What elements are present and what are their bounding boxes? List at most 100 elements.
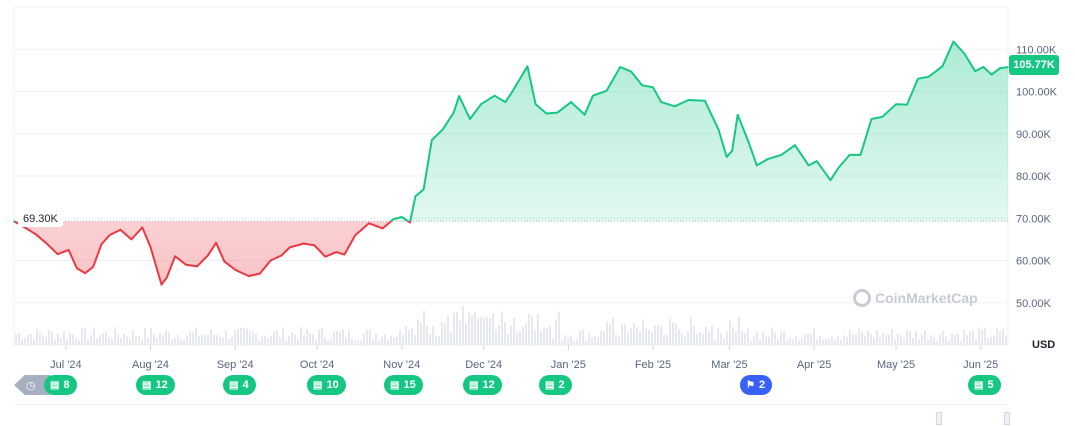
data-point [368,222,370,225]
data-point [400,216,403,218]
event-badge[interactable]: ▤ 12 [463,375,502,395]
volume-bars [15,306,1007,345]
volume-bar [474,311,476,345]
data-point [458,95,460,97]
data-point [248,275,250,277]
volume-bar [951,334,953,345]
coinmarketcap-logo-icon [853,289,871,307]
volume-bar [930,335,932,345]
volume-bar [471,315,473,345]
volume-bar [912,338,914,345]
current-price-label: 105.77K [1009,55,1059,75]
data-point [755,164,758,167]
volume-bar [129,338,131,345]
data-point [952,40,955,43]
volume-bar [261,336,263,345]
volume-bar [777,338,779,345]
data-point [67,249,70,251]
volume-bar [96,338,98,345]
data-point [324,255,327,258]
data-point [941,65,944,67]
volume-bar [882,332,884,345]
data-point [119,228,122,231]
navigator-strip[interactable] [14,404,1008,426]
volume-bar [408,330,410,345]
navigator-right-handle[interactable] [1004,412,1010,425]
volume-bar [597,337,599,345]
volume-bar [87,339,89,345]
data-point [166,276,168,279]
volume-bar [933,337,935,345]
data-point [469,118,471,120]
event-badge-count: 12 [482,379,495,391]
data-point [431,139,433,141]
volume-bar [498,324,500,345]
volume-bar [411,328,413,345]
data-point [990,73,993,76]
volume-bar [663,334,665,345]
data-point [409,221,411,224]
event-badge[interactable]: ▤ 2 [539,375,572,395]
event-badge[interactable]: ▤ 15 [384,375,423,395]
volume-bar [819,336,821,345]
volume-bar [315,339,317,345]
data-point [736,113,739,116]
area-below-open [14,221,411,285]
volume-bar [291,332,293,345]
volume-bar [477,318,479,345]
event-badge[interactable]: ▤ 4 [223,375,256,395]
volume-bar [276,330,278,345]
volume-bar [150,328,152,345]
event-badge-count: 12 [155,379,168,391]
volume-bar [240,327,242,345]
volume-bar [711,325,713,345]
volume-bar [852,334,854,345]
volume-bar [366,329,368,345]
event-badge[interactable]: ▤ 8 [44,375,77,395]
data-point [76,267,78,269]
volume-bar [609,323,611,345]
volume-bar [684,336,686,345]
volume-bar [522,326,524,345]
history-button[interactable]: ◷ [14,375,50,395]
volume-bar [825,338,827,345]
volume-bar [249,330,251,345]
volume-bar [384,334,386,345]
volume-bar [285,340,287,345]
volume-bar [702,333,704,345]
event-badge[interactable]: ▤ 5 [968,375,1001,395]
event-badge[interactable]: ▤ 10 [307,375,346,395]
history-icon: ◷ [26,379,36,392]
volume-bar [885,334,887,345]
data-point [174,255,176,258]
volume-bar [81,327,83,345]
data-point [196,265,198,268]
y-tick-label: 90.00K [1016,129,1052,141]
volume-bar [915,330,917,345]
volume-bar [669,319,671,345]
volume-bar [594,336,596,345]
data-point [185,263,187,266]
volume-bar [183,340,185,345]
data-point [999,67,1001,70]
volume-bar [639,331,641,345]
volume-bar [153,334,155,345]
volume-bar [723,338,725,345]
y-tick-label: 60.00K [1016,256,1052,268]
x-tick-label: Dec '24 [465,359,502,371]
volume-bar [624,324,626,345]
data-point [493,94,496,97]
volume-bar [606,321,608,345]
x-tick-label: Sep '24 [217,359,254,371]
volume-bar [237,328,239,345]
volume-bar [414,334,416,345]
volume-bar [1005,335,1007,345]
data-point [414,195,417,198]
data-point [592,94,594,97]
data-point [583,113,586,116]
volume-bar [207,334,209,345]
event-badge[interactable]: ⚑ 2 [740,375,773,395]
event-badge[interactable]: ▤ 12 [136,375,175,395]
navigator-left-handle[interactable] [936,412,942,425]
